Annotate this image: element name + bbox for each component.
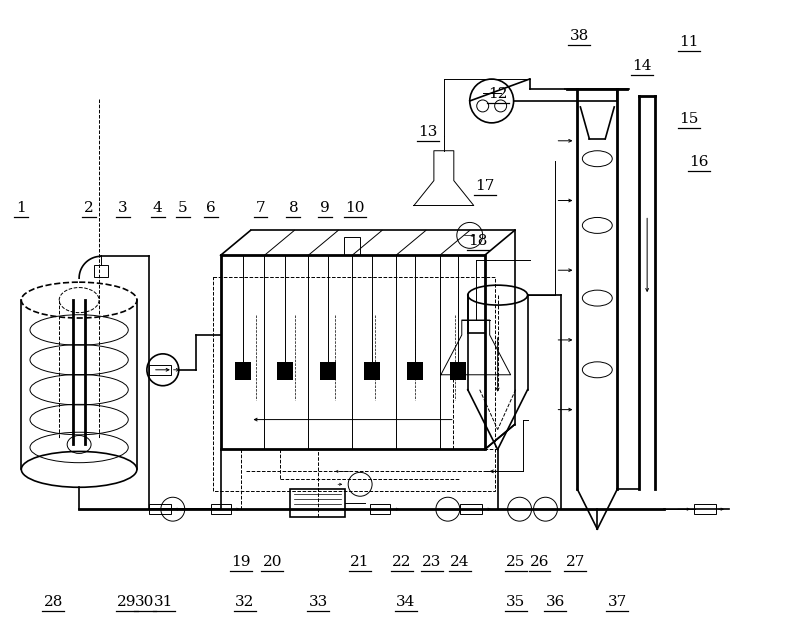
Text: 9: 9 bbox=[320, 202, 330, 216]
Bar bbox=[278, 362, 294, 380]
Text: 16: 16 bbox=[690, 155, 709, 169]
Text: 1: 1 bbox=[17, 202, 26, 216]
Text: 4: 4 bbox=[153, 202, 162, 216]
Text: 3: 3 bbox=[118, 202, 128, 216]
Bar bbox=[234, 362, 250, 380]
Bar bbox=[344, 238, 360, 255]
Text: 27: 27 bbox=[566, 555, 585, 569]
Bar bbox=[149, 504, 170, 514]
Text: 33: 33 bbox=[309, 595, 328, 609]
Text: 32: 32 bbox=[235, 595, 254, 609]
Bar bbox=[213, 277, 494, 491]
Text: 34: 34 bbox=[396, 595, 416, 609]
Text: 18: 18 bbox=[468, 234, 487, 249]
Bar bbox=[407, 362, 423, 380]
Text: 10: 10 bbox=[346, 202, 365, 216]
Text: 36: 36 bbox=[546, 595, 565, 609]
Bar bbox=[94, 265, 108, 277]
Text: 23: 23 bbox=[422, 555, 442, 569]
Text: 25: 25 bbox=[506, 555, 526, 569]
Bar bbox=[364, 362, 380, 380]
Text: 22: 22 bbox=[392, 555, 412, 569]
Text: 26: 26 bbox=[530, 555, 550, 569]
Bar bbox=[149, 365, 170, 375]
Bar bbox=[320, 362, 336, 380]
Bar bbox=[450, 362, 466, 380]
Text: 8: 8 bbox=[289, 202, 298, 216]
Text: 5: 5 bbox=[178, 202, 187, 216]
Text: 7: 7 bbox=[256, 202, 266, 216]
Text: 2: 2 bbox=[84, 202, 94, 216]
Text: 14: 14 bbox=[633, 59, 652, 73]
Text: 6: 6 bbox=[206, 202, 215, 216]
Bar bbox=[290, 489, 345, 517]
Bar bbox=[210, 504, 230, 514]
Text: 31: 31 bbox=[154, 595, 174, 609]
Text: 29: 29 bbox=[118, 595, 137, 609]
Bar bbox=[370, 504, 390, 514]
Bar bbox=[221, 255, 485, 450]
Text: 38: 38 bbox=[570, 29, 589, 43]
Text: 24: 24 bbox=[450, 555, 470, 569]
Text: 15: 15 bbox=[679, 112, 698, 126]
Text: 28: 28 bbox=[43, 595, 63, 609]
Text: 12: 12 bbox=[488, 87, 507, 101]
Text: 19: 19 bbox=[231, 555, 250, 569]
Text: 21: 21 bbox=[350, 555, 370, 569]
Text: 13: 13 bbox=[418, 125, 438, 139]
Text: 35: 35 bbox=[506, 595, 526, 609]
Text: 30: 30 bbox=[135, 595, 154, 609]
Text: 20: 20 bbox=[262, 555, 282, 569]
Bar bbox=[460, 504, 482, 514]
Text: 17: 17 bbox=[475, 178, 494, 193]
Bar bbox=[694, 504, 716, 514]
Text: 37: 37 bbox=[608, 595, 627, 609]
Text: 11: 11 bbox=[679, 35, 698, 49]
